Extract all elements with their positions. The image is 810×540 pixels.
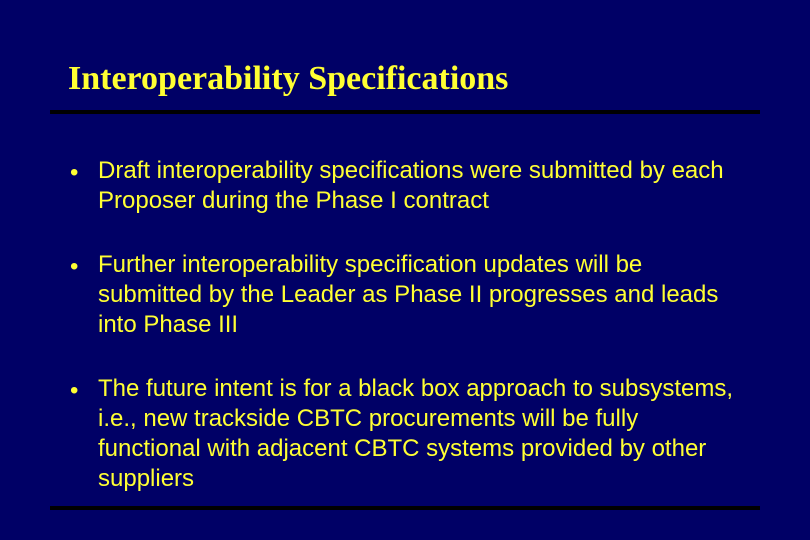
list-item: • Further interoperability specification… [70, 250, 740, 340]
list-item: • The future intent is for a black box a… [70, 374, 740, 494]
bullet-marker: • [70, 374, 98, 406]
slide-container: Interoperability Specifications • Draft … [0, 0, 810, 540]
list-item: • Draft interoperability specifications … [70, 156, 740, 216]
bullet-text: Draft interoperability specifications we… [98, 156, 740, 216]
bottom-line [50, 506, 760, 510]
bullet-marker: • [70, 156, 98, 188]
slide-title: Interoperability Specifications [68, 60, 742, 98]
bullet-list: • Draft interoperability specifications … [70, 156, 740, 494]
bullet-marker: • [70, 250, 98, 282]
title-area: Interoperability Specifications [0, 0, 810, 98]
content-area: • Draft interoperability specifications … [0, 114, 810, 494]
bullet-text: Further interoperability specification u… [98, 250, 740, 340]
bullet-text: The future intent is for a black box app… [98, 374, 740, 494]
